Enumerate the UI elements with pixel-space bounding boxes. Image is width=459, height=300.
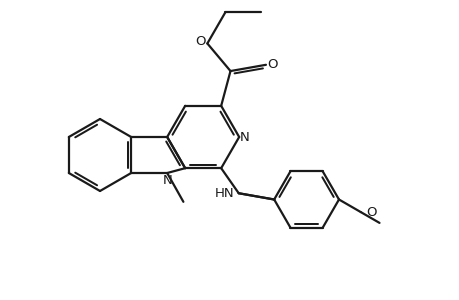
Text: O: O	[365, 206, 375, 219]
Text: O: O	[267, 58, 278, 71]
Text: N: N	[240, 130, 249, 143]
Text: N: N	[162, 174, 172, 187]
Text: HN: HN	[215, 187, 234, 200]
Text: O: O	[195, 35, 205, 48]
